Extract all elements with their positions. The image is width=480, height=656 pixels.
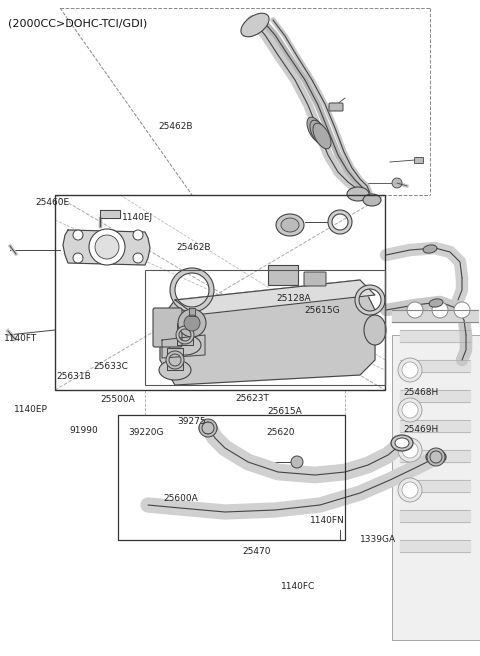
Text: 25633C: 25633C — [93, 361, 128, 371]
Text: (2000CC>DOHC-TCI/GDI): (2000CC>DOHC-TCI/GDI) — [8, 18, 147, 28]
Circle shape — [133, 230, 143, 240]
Text: 25460E: 25460E — [35, 197, 69, 207]
Bar — [118, 415, 345, 540]
Text: 25462B: 25462B — [177, 243, 211, 253]
Polygon shape — [400, 450, 470, 462]
Circle shape — [398, 358, 422, 382]
Ellipse shape — [429, 299, 443, 307]
Text: 25631B: 25631B — [57, 372, 91, 381]
Text: 1140FC: 1140FC — [281, 582, 315, 591]
Text: 25600A: 25600A — [163, 494, 198, 503]
Ellipse shape — [423, 245, 437, 253]
Text: 1140FT: 1140FT — [4, 334, 37, 343]
Circle shape — [73, 230, 83, 240]
FancyBboxPatch shape — [415, 157, 423, 163]
Circle shape — [398, 478, 422, 502]
Ellipse shape — [364, 315, 386, 345]
Circle shape — [178, 309, 206, 337]
Ellipse shape — [391, 435, 413, 451]
Text: 39220G: 39220G — [129, 428, 164, 438]
Ellipse shape — [347, 187, 369, 201]
Polygon shape — [400, 540, 470, 552]
FancyBboxPatch shape — [153, 308, 182, 347]
Text: 1140EJ: 1140EJ — [122, 213, 154, 222]
Text: 1140EP: 1140EP — [14, 405, 48, 414]
Ellipse shape — [199, 422, 217, 434]
Polygon shape — [400, 480, 470, 492]
Circle shape — [398, 438, 422, 462]
Text: 39275: 39275 — [178, 417, 206, 426]
Polygon shape — [63, 230, 150, 265]
Ellipse shape — [395, 438, 409, 448]
Ellipse shape — [241, 13, 269, 37]
Bar — [145, 270, 385, 385]
FancyBboxPatch shape — [304, 272, 326, 286]
Text: 25615A: 25615A — [267, 407, 301, 417]
Polygon shape — [400, 360, 470, 372]
Text: 1140FN: 1140FN — [310, 516, 344, 525]
Text: 1339GA: 1339GA — [360, 535, 396, 544]
Circle shape — [432, 302, 448, 318]
Polygon shape — [160, 280, 375, 385]
Text: 25620: 25620 — [266, 428, 295, 438]
Ellipse shape — [310, 120, 328, 146]
Circle shape — [407, 302, 423, 318]
Polygon shape — [167, 348, 183, 370]
Circle shape — [184, 315, 200, 331]
Ellipse shape — [276, 214, 304, 236]
Circle shape — [402, 442, 418, 458]
Circle shape — [133, 253, 143, 263]
Bar — [55, 195, 385, 390]
Circle shape — [73, 253, 83, 263]
FancyBboxPatch shape — [392, 335, 480, 640]
Text: 25615G: 25615G — [305, 306, 340, 315]
Circle shape — [392, 178, 402, 188]
Text: 25623T: 25623T — [235, 394, 269, 403]
Polygon shape — [189, 308, 195, 316]
Text: 25128A: 25128A — [276, 294, 311, 303]
Polygon shape — [162, 335, 205, 358]
Circle shape — [402, 482, 418, 498]
Circle shape — [89, 229, 125, 265]
Circle shape — [454, 302, 470, 318]
Circle shape — [402, 402, 418, 418]
Circle shape — [291, 456, 303, 468]
Text: 25468H: 25468H — [403, 388, 438, 397]
Text: 25469H: 25469H — [403, 425, 438, 434]
Polygon shape — [400, 330, 470, 342]
Text: 91990: 91990 — [70, 426, 98, 436]
Ellipse shape — [169, 335, 201, 355]
Text: 25470: 25470 — [242, 546, 271, 556]
Ellipse shape — [307, 117, 325, 143]
Circle shape — [398, 398, 422, 422]
Bar — [268, 265, 298, 285]
Ellipse shape — [363, 194, 381, 206]
FancyBboxPatch shape — [329, 103, 343, 111]
Polygon shape — [392, 310, 478, 322]
Ellipse shape — [426, 450, 446, 464]
Text: 25500A: 25500A — [101, 395, 135, 404]
Text: 25462B: 25462B — [158, 122, 193, 131]
Polygon shape — [100, 210, 120, 218]
Polygon shape — [400, 420, 470, 432]
Polygon shape — [400, 390, 470, 402]
Polygon shape — [177, 323, 193, 345]
Ellipse shape — [159, 360, 191, 380]
Polygon shape — [175, 280, 375, 315]
Circle shape — [402, 362, 418, 378]
Circle shape — [95, 235, 119, 259]
Ellipse shape — [281, 218, 299, 232]
Polygon shape — [400, 510, 470, 522]
Ellipse shape — [313, 123, 331, 149]
